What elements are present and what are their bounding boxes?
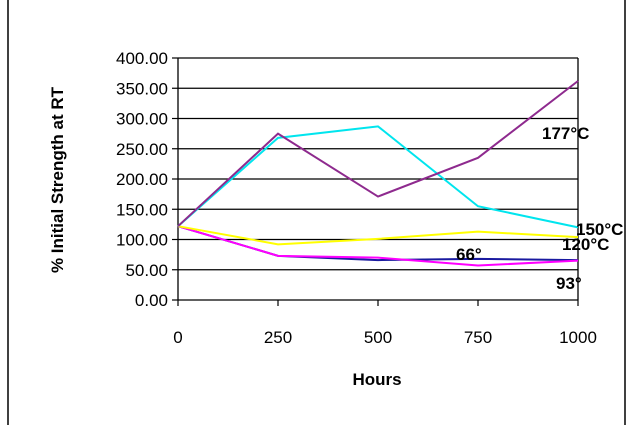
y-tick-label: 100.00 [116,231,168,250]
y-tick-label: 250.00 [116,140,168,159]
x-tick-label: 750 [464,328,492,347]
y-tick-labels: 0.00 50.00 100.00 150.00 200.00 250.00 300.00 3… [116,49,168,310]
x-tick-labels: 0 250 500 750 1000 [173,328,597,347]
series-label: 93° [556,274,582,293]
series-label: 150°C [576,220,623,239]
y-tick-label: 350.00 [116,79,168,98]
series-line [177,225,579,267]
y-tick-label: 150.00 [116,200,168,219]
axes [172,57,579,306]
y-axis-title: % Initial Strength at RT [48,86,67,273]
y-tick-label: 200.00 [116,170,168,189]
x-tick-label: 250 [264,328,292,347]
x-tick-label: 0 [173,328,182,347]
y-tick-label: 50.00 [125,261,168,280]
series-line [177,125,579,229]
gridlines [178,57,578,271]
series-line [177,80,579,227]
series-label: 66° [456,245,482,264]
y-tick-label: 300.00 [116,110,168,129]
y-tick-label: 400.00 [116,49,168,68]
series-line [177,225,579,246]
series-lines [177,80,579,267]
series-label: 177°C [542,124,589,143]
x-axis-title: Hours [352,370,401,389]
x-tick-label: 500 [364,328,392,347]
x-tick-label: 1000 [559,328,597,347]
y-tick-label: 0.00 [135,291,168,310]
series-label: 120°C [562,235,609,254]
